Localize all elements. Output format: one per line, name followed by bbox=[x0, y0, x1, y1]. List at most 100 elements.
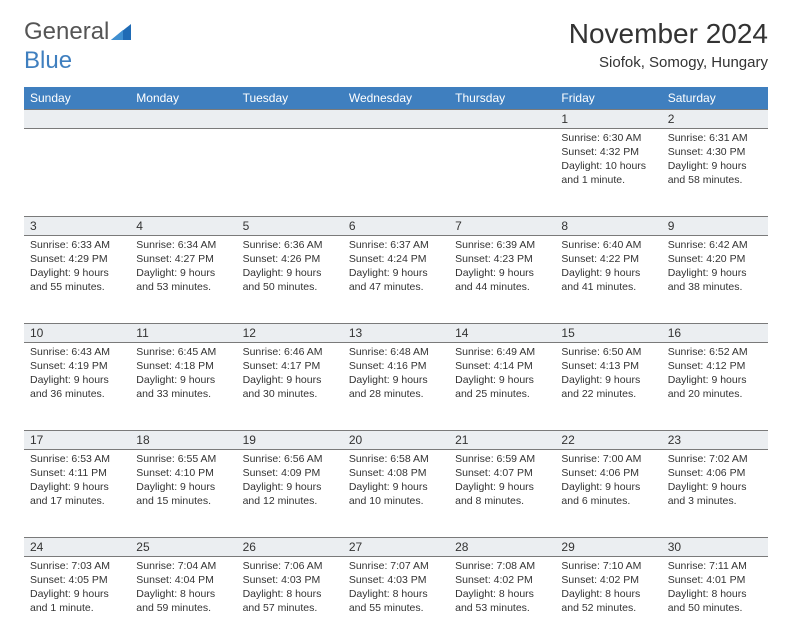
week-row: Sunrise: 6:43 AMSunset: 4:19 PMDaylight:… bbox=[24, 342, 768, 430]
daynum-row: 17181920212223 bbox=[24, 430, 768, 449]
day-number-cell: 28 bbox=[449, 537, 555, 556]
day-details: Sunrise: 6:30 AMSunset: 4:32 PMDaylight:… bbox=[555, 129, 661, 192]
day-cell: Sunrise: 6:33 AMSunset: 4:29 PMDaylight:… bbox=[24, 235, 130, 323]
day-number: 12 bbox=[243, 326, 256, 340]
sunrise-text: Sunrise: 7:06 AM bbox=[243, 559, 337, 573]
daylight-text: Daylight: 9 hours and 6 minutes. bbox=[561, 480, 655, 508]
day-number-cell: 15 bbox=[555, 323, 661, 342]
daylight-text: Daylight: 9 hours and 8 minutes. bbox=[455, 480, 549, 508]
day-details: Sunrise: 6:42 AMSunset: 4:20 PMDaylight:… bbox=[662, 236, 768, 299]
daylight-text: Daylight: 9 hours and 1 minute. bbox=[30, 587, 124, 615]
sunset-text: Sunset: 4:08 PM bbox=[349, 466, 443, 480]
day-cell bbox=[130, 128, 236, 216]
title-block: November 2024 Siofok, Somogy, Hungary bbox=[569, 18, 768, 71]
day-cell: Sunrise: 6:48 AMSunset: 4:16 PMDaylight:… bbox=[343, 342, 449, 430]
sunset-text: Sunset: 4:11 PM bbox=[30, 466, 124, 480]
day-number-cell bbox=[130, 109, 236, 128]
sunset-text: Sunset: 4:09 PM bbox=[243, 466, 337, 480]
sunrise-text: Sunrise: 7:04 AM bbox=[136, 559, 230, 573]
day-cell: Sunrise: 7:08 AMSunset: 4:02 PMDaylight:… bbox=[449, 556, 555, 644]
day-cell: Sunrise: 6:49 AMSunset: 4:14 PMDaylight:… bbox=[449, 342, 555, 430]
sunset-text: Sunset: 4:14 PM bbox=[455, 359, 549, 373]
day-number: 27 bbox=[349, 540, 362, 554]
day-cell: Sunrise: 6:53 AMSunset: 4:11 PMDaylight:… bbox=[24, 449, 130, 537]
day-details: Sunrise: 7:11 AMSunset: 4:01 PMDaylight:… bbox=[662, 557, 768, 620]
daylight-text: Daylight: 9 hours and 30 minutes. bbox=[243, 373, 337, 401]
logo-text-2: Blue bbox=[24, 47, 72, 74]
day-number-cell: 3 bbox=[24, 216, 130, 235]
day-cell: Sunrise: 6:34 AMSunset: 4:27 PMDaylight:… bbox=[130, 235, 236, 323]
day-cell: Sunrise: 7:00 AMSunset: 4:06 PMDaylight:… bbox=[555, 449, 661, 537]
day-number-cell bbox=[237, 109, 343, 128]
day-details: Sunrise: 7:00 AMSunset: 4:06 PMDaylight:… bbox=[555, 450, 661, 513]
day-number: 29 bbox=[561, 540, 574, 554]
day-number: 26 bbox=[243, 540, 256, 554]
sunset-text: Sunset: 4:12 PM bbox=[668, 359, 762, 373]
day-details: Sunrise: 6:52 AMSunset: 4:12 PMDaylight:… bbox=[662, 343, 768, 406]
day-number: 24 bbox=[30, 540, 43, 554]
sunset-text: Sunset: 4:23 PM bbox=[455, 252, 549, 266]
sunset-text: Sunset: 4:19 PM bbox=[30, 359, 124, 373]
day-number: 6 bbox=[349, 219, 356, 233]
day-details: Sunrise: 7:10 AMSunset: 4:02 PMDaylight:… bbox=[555, 557, 661, 620]
daylight-text: Daylight: 8 hours and 52 minutes. bbox=[561, 587, 655, 615]
sunset-text: Sunset: 4:13 PM bbox=[561, 359, 655, 373]
daylight-text: Daylight: 8 hours and 50 minutes. bbox=[668, 587, 762, 615]
day-number: 5 bbox=[243, 219, 250, 233]
sunrise-text: Sunrise: 6:42 AM bbox=[668, 238, 762, 252]
day-number: 23 bbox=[668, 433, 681, 447]
daylight-text: Daylight: 9 hours and 36 minutes. bbox=[30, 373, 124, 401]
day-number-cell: 25 bbox=[130, 537, 236, 556]
sunset-text: Sunset: 4:32 PM bbox=[561, 145, 655, 159]
sunset-text: Sunset: 4:01 PM bbox=[668, 573, 762, 587]
sunrise-text: Sunrise: 6:52 AM bbox=[668, 345, 762, 359]
day-number-cell: 22 bbox=[555, 430, 661, 449]
day-details: Sunrise: 6:34 AMSunset: 4:27 PMDaylight:… bbox=[130, 236, 236, 299]
day-number-cell: 11 bbox=[130, 323, 236, 342]
day-cell: Sunrise: 6:52 AMSunset: 4:12 PMDaylight:… bbox=[662, 342, 768, 430]
daylight-text: Daylight: 9 hours and 53 minutes. bbox=[136, 266, 230, 294]
daylight-text: Daylight: 9 hours and 25 minutes. bbox=[455, 373, 549, 401]
daylight-text: Daylight: 9 hours and 20 minutes. bbox=[668, 373, 762, 401]
weekday-header: Sunday bbox=[24, 87, 130, 110]
day-number: 16 bbox=[668, 326, 681, 340]
sunset-text: Sunset: 4:03 PM bbox=[349, 573, 443, 587]
daylight-text: Daylight: 9 hours and 22 minutes. bbox=[561, 373, 655, 401]
day-details: Sunrise: 6:37 AMSunset: 4:24 PMDaylight:… bbox=[343, 236, 449, 299]
logo: General Blue bbox=[24, 18, 133, 75]
weekday-header: Saturday bbox=[662, 87, 768, 110]
sunrise-text: Sunrise: 6:55 AM bbox=[136, 452, 230, 466]
sunrise-text: Sunrise: 6:58 AM bbox=[349, 452, 443, 466]
header: General Blue November 2024 Siofok, Somog… bbox=[24, 18, 768, 75]
day-number-cell: 1 bbox=[555, 109, 661, 128]
daylight-text: Daylight: 9 hours and 38 minutes. bbox=[668, 266, 762, 294]
day-number-cell: 29 bbox=[555, 537, 661, 556]
day-number: 13 bbox=[349, 326, 362, 340]
sunset-text: Sunset: 4:02 PM bbox=[455, 573, 549, 587]
day-cell: Sunrise: 6:39 AMSunset: 4:23 PMDaylight:… bbox=[449, 235, 555, 323]
day-number: 22 bbox=[561, 433, 574, 447]
sunset-text: Sunset: 4:03 PM bbox=[243, 573, 337, 587]
day-number: 1 bbox=[561, 112, 568, 126]
daynum-row: 24 25 26 27 28 29 30 bbox=[24, 537, 768, 556]
day-number-cell: 27 bbox=[343, 537, 449, 556]
daylight-text: Daylight: 9 hours and 47 minutes. bbox=[349, 266, 443, 294]
day-details: Sunrise: 6:43 AMSunset: 4:19 PMDaylight:… bbox=[24, 343, 130, 406]
day-details: Sunrise: 7:02 AMSunset: 4:06 PMDaylight:… bbox=[662, 450, 768, 513]
sunrise-text: Sunrise: 6:49 AM bbox=[455, 345, 549, 359]
day-number: 25 bbox=[136, 540, 149, 554]
day-number: 30 bbox=[668, 540, 681, 554]
day-details: Sunrise: 6:39 AMSunset: 4:23 PMDaylight:… bbox=[449, 236, 555, 299]
sunset-text: Sunset: 4:06 PM bbox=[668, 466, 762, 480]
daylight-text: Daylight: 9 hours and 58 minutes. bbox=[668, 159, 762, 187]
location: Siofok, Somogy, Hungary bbox=[569, 54, 768, 71]
week-row: Sunrise: 6:30 AMSunset: 4:32 PMDaylight:… bbox=[24, 128, 768, 216]
day-number-cell: 24 bbox=[24, 537, 130, 556]
daylight-text: Daylight: 8 hours and 55 minutes. bbox=[349, 587, 443, 615]
daylight-text: Daylight: 9 hours and 17 minutes. bbox=[30, 480, 124, 508]
sunset-text: Sunset: 4:17 PM bbox=[243, 359, 337, 373]
sunrise-text: Sunrise: 7:00 AM bbox=[561, 452, 655, 466]
sunrise-text: Sunrise: 6:34 AM bbox=[136, 238, 230, 252]
day-cell: Sunrise: 6:46 AMSunset: 4:17 PMDaylight:… bbox=[237, 342, 343, 430]
week-row: Sunrise: 6:33 AMSunset: 4:29 PMDaylight:… bbox=[24, 235, 768, 323]
